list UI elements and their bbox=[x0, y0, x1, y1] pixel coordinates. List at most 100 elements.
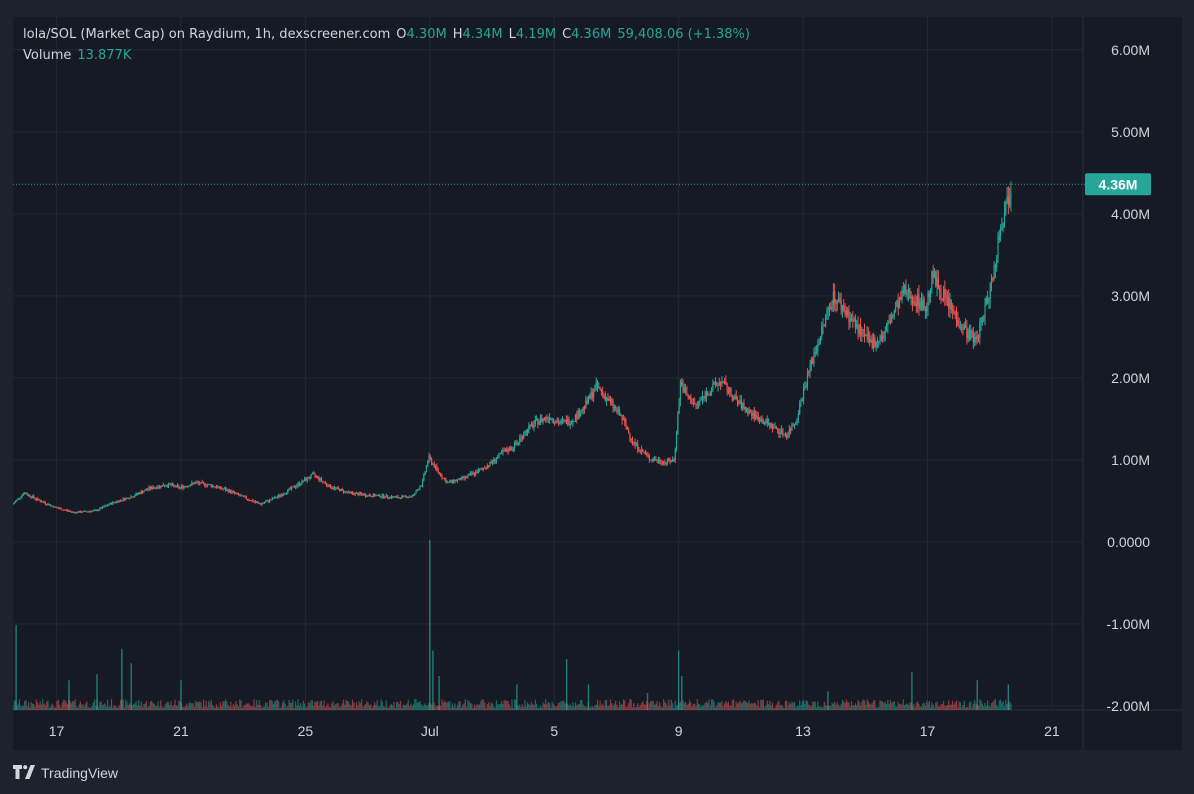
candle-body bbox=[732, 396, 735, 400]
candle-body bbox=[608, 398, 610, 401]
candle-body bbox=[736, 399, 739, 403]
volume-bar bbox=[132, 704, 135, 710]
volume-bar bbox=[608, 705, 610, 710]
volume-bar bbox=[901, 704, 903, 710]
volume-bar bbox=[843, 701, 845, 710]
candle-body bbox=[696, 403, 698, 405]
volume-bar bbox=[691, 706, 693, 710]
candle-body bbox=[520, 436, 522, 439]
volume-bar bbox=[306, 706, 308, 710]
candle-body bbox=[227, 489, 229, 493]
volume-bar bbox=[591, 706, 593, 710]
price-axis[interactable]: 6.00M5.00M4.00M3.00M2.00M1.00M0.0000-1.0… bbox=[1106, 42, 1150, 714]
volume-bar bbox=[699, 704, 701, 710]
tradingview-brand[interactable]: TradingView bbox=[41, 765, 119, 781]
volume-bar bbox=[158, 707, 161, 710]
volume-bar bbox=[788, 702, 790, 710]
volume-bar bbox=[887, 699, 889, 710]
volume-bar bbox=[613, 703, 615, 710]
candle-body bbox=[567, 419, 569, 425]
candle-body bbox=[215, 486, 218, 488]
tradingview-logo-icon[interactable] bbox=[13, 764, 37, 783]
candle-body bbox=[913, 301, 915, 304]
candle-body bbox=[797, 414, 799, 419]
volume-bar bbox=[989, 707, 991, 710]
volume-bar bbox=[276, 699, 278, 710]
volume-bar bbox=[616, 704, 618, 710]
candle-body bbox=[53, 506, 56, 508]
candle-body bbox=[945, 296, 947, 298]
candle-body bbox=[902, 290, 904, 294]
volume-bar bbox=[775, 704, 777, 710]
candle-body bbox=[355, 492, 358, 494]
candle-body bbox=[985, 298, 987, 305]
candle-body bbox=[315, 475, 317, 477]
candle-body bbox=[550, 419, 552, 421]
candle-body bbox=[262, 503, 264, 505]
candle-body bbox=[856, 324, 858, 328]
volume-key[interactable]: Volume bbox=[23, 48, 72, 63]
volume-bar bbox=[237, 706, 240, 710]
candle-body bbox=[462, 476, 464, 478]
volume-bar bbox=[792, 702, 794, 710]
candlestick-chart[interactable]: 6.00M5.00M4.00M3.00M2.00M1.00M0.0000-1.0… bbox=[13, 17, 1182, 750]
volume-bar bbox=[232, 704, 234, 710]
candle-body bbox=[587, 395, 590, 403]
candle-body bbox=[189, 484, 192, 487]
volume-bar bbox=[287, 706, 289, 710]
volume-bar bbox=[508, 704, 510, 710]
volume-bar bbox=[1005, 699, 1007, 710]
candle-body bbox=[725, 381, 727, 385]
volume-spike bbox=[180, 680, 182, 710]
volume-bar bbox=[858, 701, 860, 710]
volume-bar bbox=[555, 706, 557, 710]
candle-body bbox=[685, 387, 687, 393]
volume-bar bbox=[941, 704, 943, 710]
candle-body bbox=[712, 383, 714, 390]
volume-bar bbox=[320, 700, 323, 710]
volume-bar bbox=[105, 706, 107, 710]
candle-body bbox=[135, 493, 137, 496]
volume-bar bbox=[761, 700, 763, 710]
volume-bar bbox=[753, 702, 755, 710]
volume-bar bbox=[917, 701, 919, 710]
candle-body bbox=[423, 474, 425, 481]
candle-body bbox=[197, 482, 199, 484]
time-axis[interactable]: 17 21 25 Jul 5 9 13 17 21 bbox=[49, 723, 1060, 739]
candle-body bbox=[307, 477, 310, 479]
candle-body bbox=[162, 485, 164, 487]
candle-body bbox=[773, 427, 775, 429]
volume-bar bbox=[275, 700, 277, 710]
volume-bar bbox=[679, 701, 682, 710]
volume-bar bbox=[201, 707, 203, 710]
candle-body bbox=[473, 472, 475, 475]
symbol-title[interactable]: lola/SOL (Market Cap) on Raydium, 1h, de… bbox=[23, 27, 391, 42]
high-key: H bbox=[452, 27, 463, 42]
volume-spike bbox=[1007, 684, 1010, 710]
volume-bar bbox=[75, 706, 78, 710]
candle-body bbox=[678, 401, 680, 414]
volume-bar bbox=[265, 702, 267, 710]
volume-bar bbox=[204, 706, 206, 710]
candle-body bbox=[848, 311, 850, 323]
volume-bar bbox=[1010, 703, 1012, 710]
volume-bar bbox=[164, 706, 166, 710]
candle-body bbox=[60, 508, 62, 510]
candle-body bbox=[281, 494, 284, 496]
volume-bar bbox=[421, 706, 424, 710]
volume-bar bbox=[332, 701, 334, 710]
volume-bar bbox=[281, 702, 284, 710]
volume-bar bbox=[774, 707, 776, 710]
volume-bar bbox=[883, 703, 885, 710]
volume-bar bbox=[563, 700, 565, 710]
candle-body bbox=[283, 493, 285, 496]
candle-body bbox=[250, 500, 253, 502]
chart-panel[interactable]: 6.00M 5.00M 4.00M 3.00M 2.00M 1.00M 0.0000 -1.0… bbox=[13, 17, 1182, 750]
volume-bar bbox=[799, 700, 801, 710]
open-key: O bbox=[396, 27, 407, 42]
candle-body bbox=[537, 418, 539, 425]
price-tick-label: 2.00M bbox=[1111, 370, 1150, 386]
volume-bar bbox=[30, 702, 32, 710]
candle-body bbox=[114, 502, 116, 504]
candle-body bbox=[922, 299, 924, 311]
